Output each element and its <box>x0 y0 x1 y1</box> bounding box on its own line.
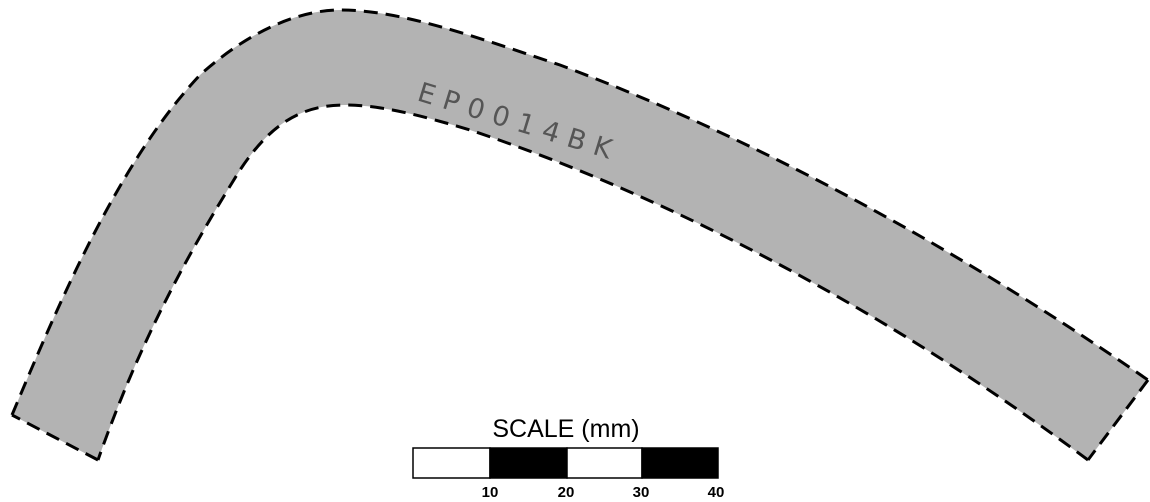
scale-title: SCALE (mm) <box>492 415 639 443</box>
scale-segment-2 <box>489 447 568 479</box>
scale-tick-20: 20 <box>558 484 575 501</box>
part-right-end <box>1086 379 1150 461</box>
scale-segment-1 <box>412 447 491 479</box>
scale-bar: SCALE (mm) 10 20 30 40 <box>412 415 725 501</box>
scale-segment-3 <box>566 447 643 479</box>
part-inner-edge <box>96 103 1089 462</box>
scale-tick-30: 30 <box>633 484 650 501</box>
scale-segment-4 <box>641 447 719 479</box>
curved-part-body <box>12 10 1148 460</box>
part-outer-edge <box>10 8 1149 416</box>
scale-tick-40: 40 <box>708 484 725 501</box>
part-left-end <box>11 413 99 462</box>
scale-tick-10: 10 <box>482 484 499 501</box>
